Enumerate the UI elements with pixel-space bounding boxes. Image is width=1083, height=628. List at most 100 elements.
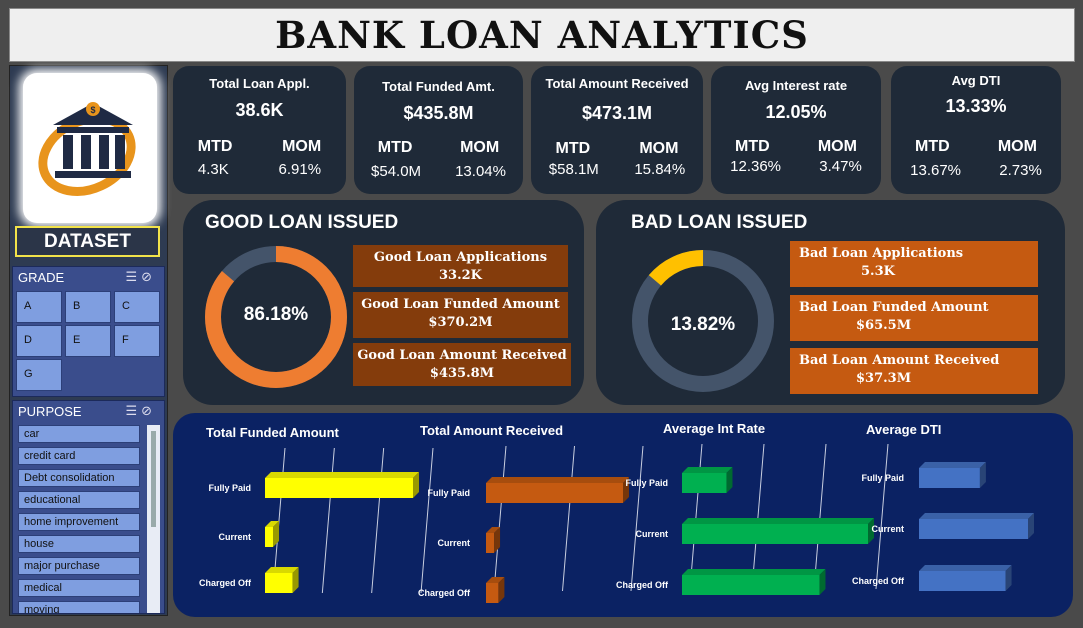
chart-bar-top (919, 513, 1034, 519)
grade-item-g[interactable]: G (16, 359, 62, 391)
chart-bar-side (726, 467, 733, 493)
chart-bar-side (868, 518, 874, 544)
chart-bar-side (979, 462, 986, 488)
kpi-mtd-value: 13.67% (910, 162, 962, 179)
bad-loan-received-box: Bad Loan Amount Received $37.3M (790, 348, 1038, 394)
info-value: $435.8M (429, 366, 495, 381)
chart-bar-side (819, 569, 826, 595)
chart-total-amount-received: Total Amount Received Fully Paid Current C… (398, 421, 644, 606)
purpose-item-credit-card[interactable]: credit card (18, 447, 140, 465)
chart-gridline (562, 445, 575, 592)
clear-filter-icon[interactable]: ⊘ (141, 269, 156, 284)
multi-select-icon[interactable]: ☰ (125, 269, 142, 284)
purpose-scrollbar[interactable] (147, 425, 160, 613)
kpi-mom-label: MOM (817, 138, 857, 155)
chart-title: Average Int Rate (663, 421, 766, 436)
chart-category-label: Current (635, 529, 668, 539)
grade-item-label: G (24, 368, 33, 380)
grade-item-e[interactable]: E (65, 325, 111, 357)
kpi-mtd-value: 12.36% (730, 158, 782, 175)
chart-bar-top (682, 467, 733, 473)
chart-bar (265, 478, 413, 498)
good-loan-value-arc (205, 246, 347, 388)
purpose-item-car[interactable]: car (18, 425, 140, 443)
chart-category-label: Charged Off (199, 578, 252, 588)
purpose-slicer-header: PURPOSE ☰⊘ (13, 401, 164, 421)
grade-slicer: GRADE ☰⊘ A B C D E F G (12, 266, 165, 397)
chart-bar-side (1028, 513, 1034, 539)
chart-bar (486, 583, 499, 603)
scrollbar-thumb[interactable] (151, 431, 156, 527)
kpi-mtd-label: MTD (555, 140, 591, 157)
multi-select-icon[interactable]: ☰ (125, 403, 142, 418)
chart-bar (265, 527, 273, 547)
loan-status-charts-panel: Total Funded Amount Fully Paid Current Cha… (173, 413, 1073, 617)
grade-item-f[interactable]: F (114, 325, 160, 357)
grade-item-label: F (122, 334, 129, 346)
kpi-mom-label: MOM (460, 139, 500, 156)
chart-category-label: Fully Paid (208, 483, 251, 493)
kpi-card-total-funded-amount: Total Funded Amt. $435.8M MTD MOM $54.0M 1… (354, 66, 523, 194)
kpi-mtd-label: MTD (197, 138, 233, 155)
bad-loan-title: BAD LOAN ISSUED (631, 212, 808, 233)
chart-bar-side (623, 477, 629, 503)
chart-bar-side (273, 521, 279, 547)
purpose-item-debt-consolidation[interactable]: Debt consolidation (18, 469, 140, 487)
chart-title: Total Amount Received (420, 423, 564, 438)
info-label: Bad Loan Applications (799, 246, 964, 261)
chart-bar-side (498, 577, 505, 603)
chart-bar-top (919, 462, 986, 468)
info-value: $65.5M (856, 318, 912, 333)
kpi-mtd-value: 4.3K (197, 161, 229, 178)
chart-bar (919, 519, 1028, 539)
dataset-label: DATASET (44, 230, 131, 252)
chart-bar-top (486, 577, 505, 583)
bank-logo: $ (23, 73, 157, 223)
chart-bar-side (494, 527, 501, 553)
chart-gridline (875, 443, 889, 590)
chart-bar-top (265, 521, 279, 527)
kpi-mtd-label: MTD (377, 139, 413, 156)
grade-item-a[interactable]: A (16, 291, 62, 323)
purpose-item-major-purchase[interactable]: major purchase (18, 557, 140, 575)
kpi-mom-value: 2.73% (999, 162, 1042, 179)
chart-category-label: Current (218, 532, 251, 542)
chart-category-label: Fully Paid (625, 478, 668, 488)
grade-item-label: A (24, 300, 32, 312)
kpi-value: 38.6K (235, 100, 284, 120)
chart-category-label: Charged Off (418, 588, 471, 598)
good-loan-applications-box: Good Loan Applications 33.2K (353, 245, 568, 287)
kpi-card-avg-interest-rate: Avg Interest rate 12.05% MTD MOM 12.36% 3.… (711, 66, 881, 194)
purpose-slicer: PURPOSE ☰⊘ car credit card Debt consolid… (12, 400, 165, 614)
clear-filter-icon[interactable]: ⊘ (141, 403, 156, 418)
chart-bar-top (265, 567, 299, 573)
chart-bar-top (486, 477, 629, 483)
purpose-item-moving[interactable]: moving (18, 601, 140, 613)
chart-bar-top (919, 565, 1012, 571)
chart-bar-top (265, 472, 419, 478)
purpose-slicer-title: PURPOSE (18, 403, 82, 419)
grade-item-label: D (24, 334, 32, 346)
bad-loan-applications-box: Bad Loan Applications 5.3K (790, 241, 1038, 287)
chart-gridline (493, 445, 507, 592)
purpose-item-house[interactable]: house (18, 535, 140, 553)
good-loan-panel: GOOD LOAN ISSUED 86.18% Good Loan Applic… (183, 200, 584, 405)
purpose-item-medical[interactable]: medical (18, 579, 140, 597)
grade-slicer-header: GRADE ☰⊘ (13, 267, 164, 287)
kpi-title: Total Loan Appl. (209, 76, 310, 91)
bank-icon: $ (38, 102, 136, 196)
grade-item-b[interactable]: B (65, 291, 111, 323)
purpose-item-educational[interactable]: educational (18, 491, 140, 509)
grade-item-c[interactable]: C (114, 291, 160, 323)
chart-title: Total Funded Amount (206, 425, 339, 440)
kpi-mom-label: MOM (997, 138, 1037, 155)
kpi-value: $435.8M (403, 103, 474, 123)
dataset-button[interactable]: DATASET (15, 226, 160, 257)
grade-item-label: E (73, 334, 81, 346)
grade-item-d[interactable]: D (16, 325, 62, 357)
purpose-item-home-improvement[interactable]: home improvement (18, 513, 140, 531)
grade-item-label: B (73, 300, 81, 312)
good-loan-received-box: Good Loan Amount Received $435.8M (353, 343, 571, 386)
info-value: $370.2M (428, 315, 493, 330)
chart-bar-top (682, 518, 874, 524)
